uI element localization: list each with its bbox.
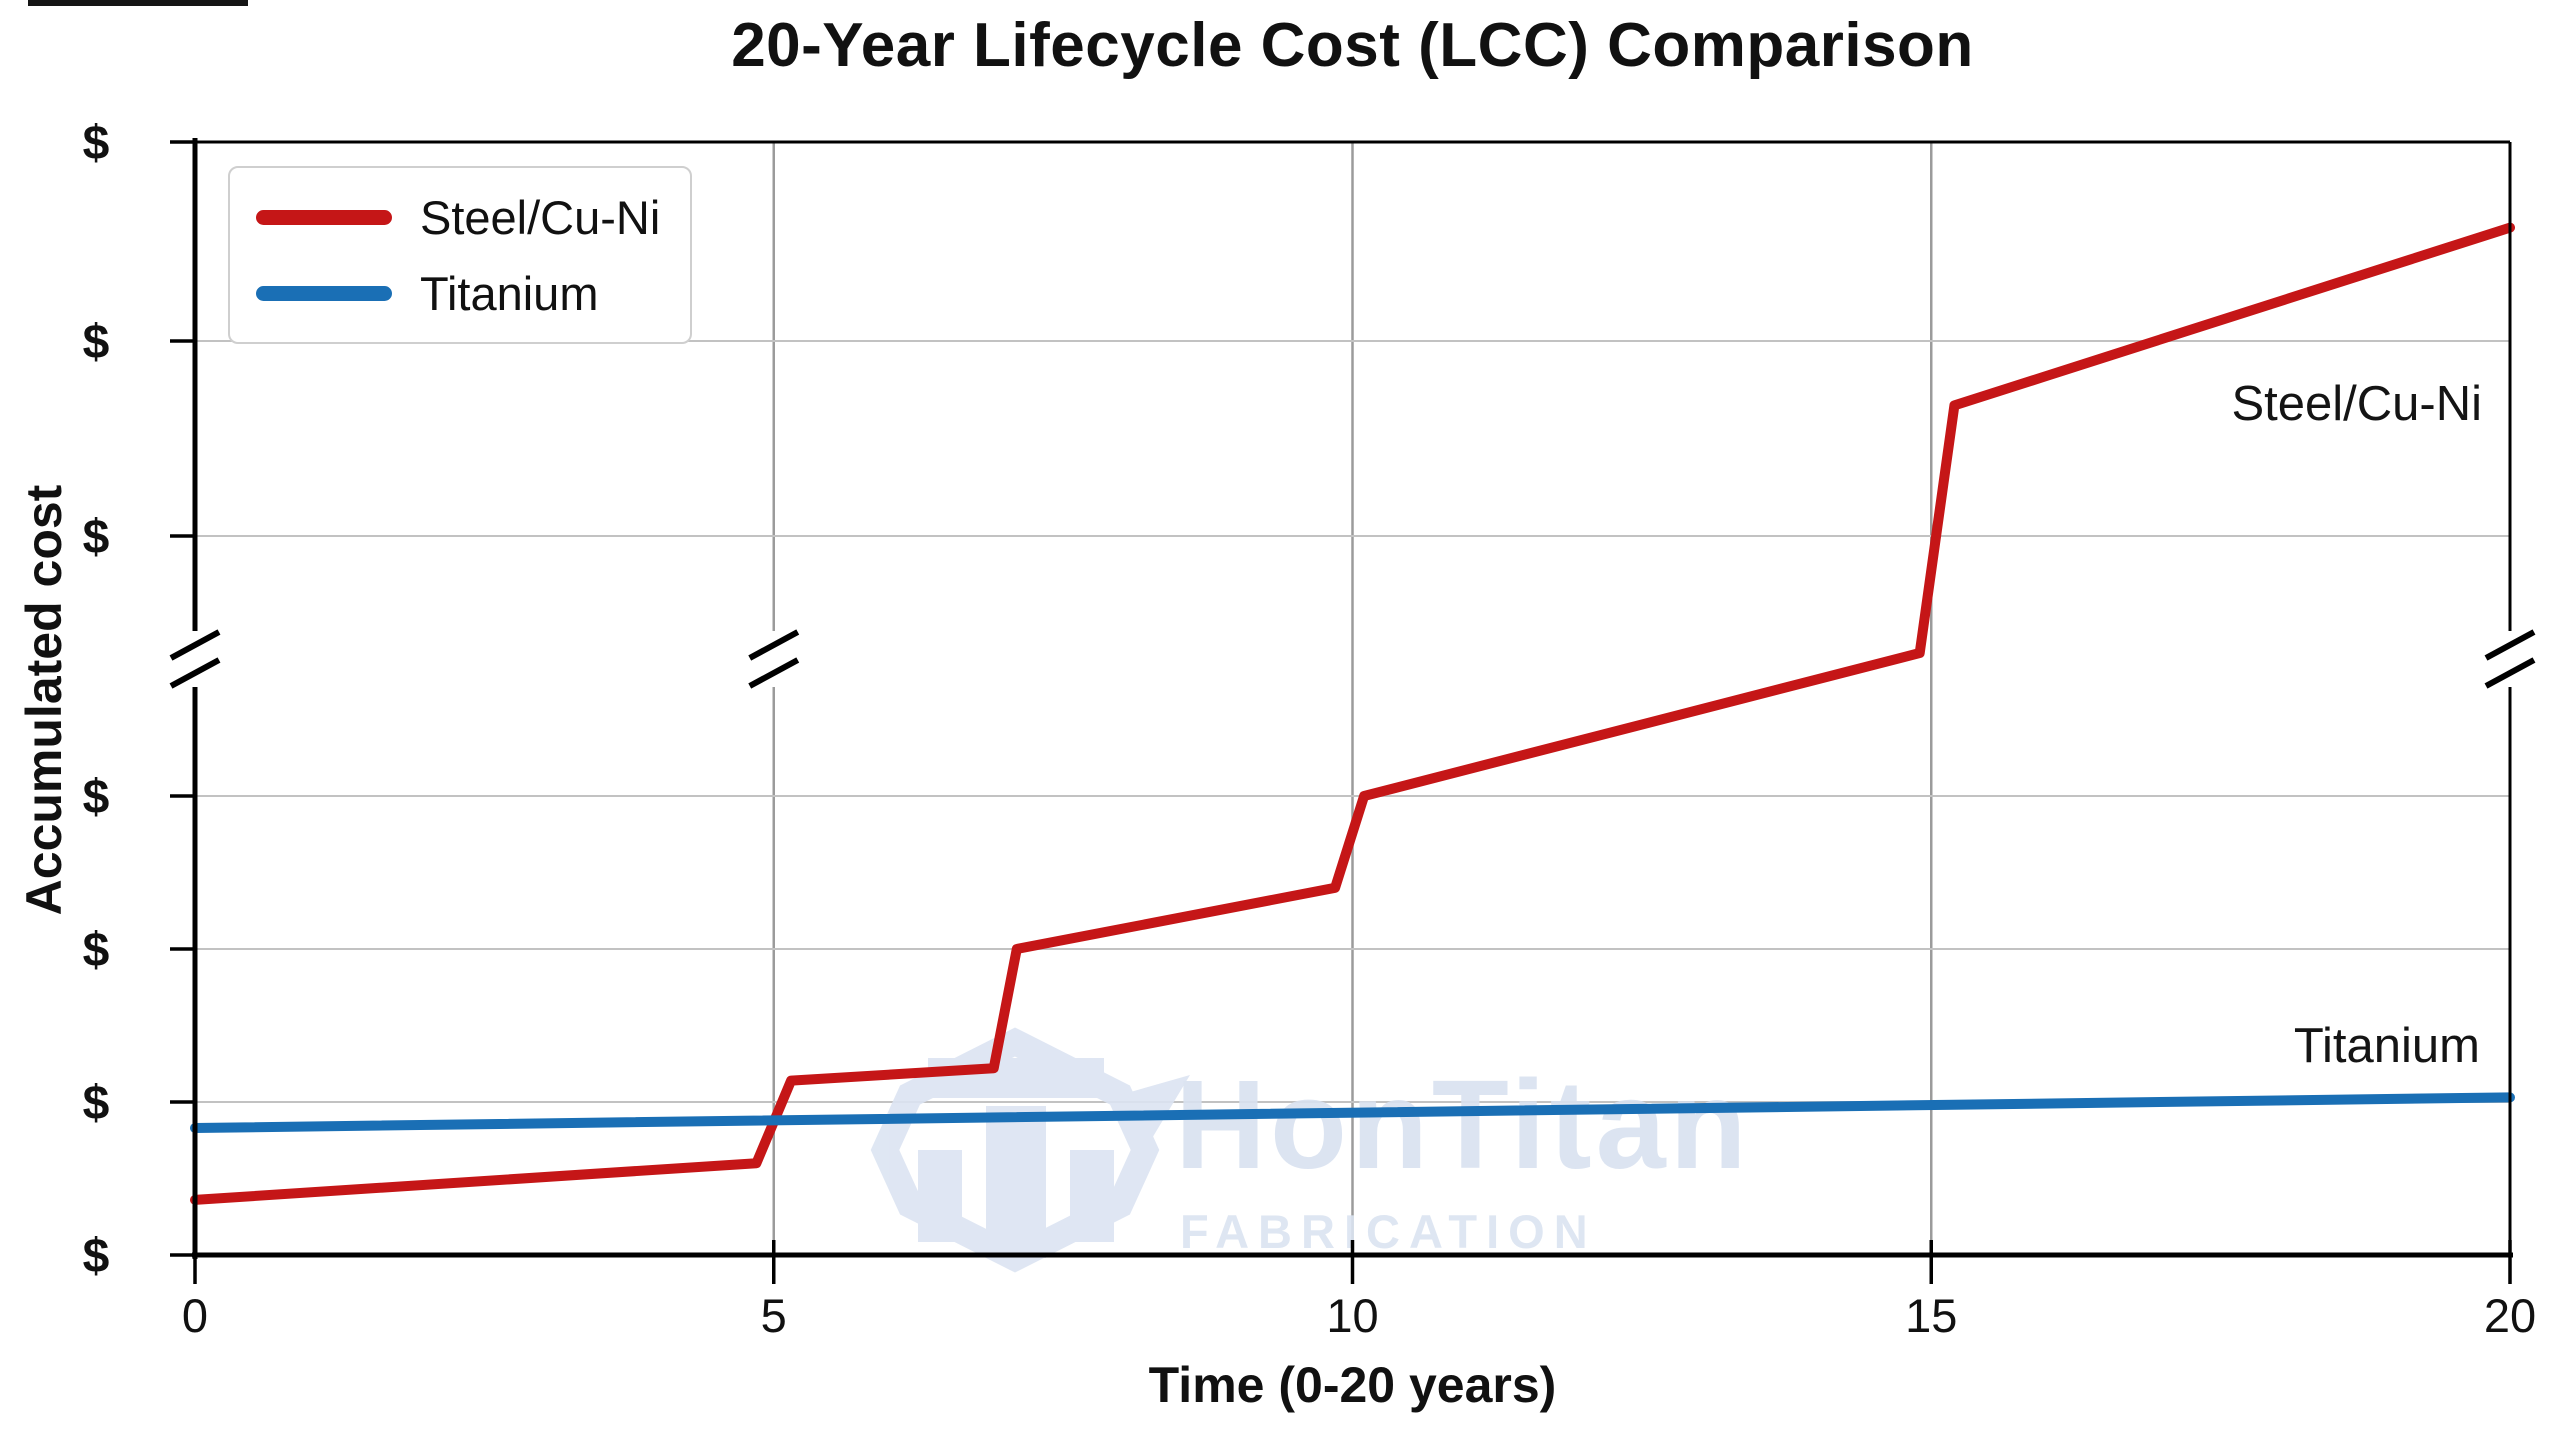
legend-swatch-steel	[256, 209, 392, 225]
data-lines	[190, 222, 2515, 1205]
legend-item-steel: Steel/Cu-Ni	[256, 184, 660, 250]
watermark-subtitle: FABRICATION	[1180, 1205, 1597, 1258]
y-tick-label: $	[83, 1077, 110, 1130]
legend-label-steel: Steel/Cu-Ni	[420, 190, 661, 244]
series-label-steel: Steel/Cu-Ni	[2231, 377, 2482, 431]
gridlines	[195, 142, 2510, 1255]
y-tick-label: $	[83, 511, 110, 564]
x-tick-label: 15	[1905, 1289, 1957, 1342]
y-tick-label: $	[83, 117, 110, 170]
x-tick-label: 20	[2484, 1289, 2536, 1342]
x-tick-label: 0	[182, 1289, 208, 1342]
x-axis-label: Time (0-20 years)	[1148, 1357, 1557, 1413]
chart-title: 20-Year Lifecycle Cost (LCC) Comparison	[731, 11, 1974, 80]
x-tick-label: 10	[1326, 1289, 1378, 1342]
series-label-titanium: Titanium	[2293, 1019, 2480, 1073]
legend-item-titanium: Titanium	[256, 260, 660, 326]
y-tick-label: $	[83, 771, 110, 824]
y-tick-label: $	[83, 1230, 110, 1283]
legend-swatch-titanium	[256, 285, 392, 301]
y-tick-label: $	[83, 924, 110, 977]
watermark-name: HonTitan	[1175, 1054, 1751, 1195]
axes	[169, 138, 2536, 1284]
x-tick-label: 5	[761, 1289, 787, 1342]
tick-labels: 0 5 10 15 20 $ $ $ $ $ $ $	[83, 117, 2536, 1342]
screenshot-artifact	[28, 0, 248, 6]
legend-label-titanium: Titanium	[420, 266, 599, 320]
watermark: HonTitan FABRICATION	[870, 1027, 1751, 1273]
legend: Steel/Cu-Ni Titanium	[228, 166, 693, 344]
y-tick-label: $	[83, 316, 110, 369]
